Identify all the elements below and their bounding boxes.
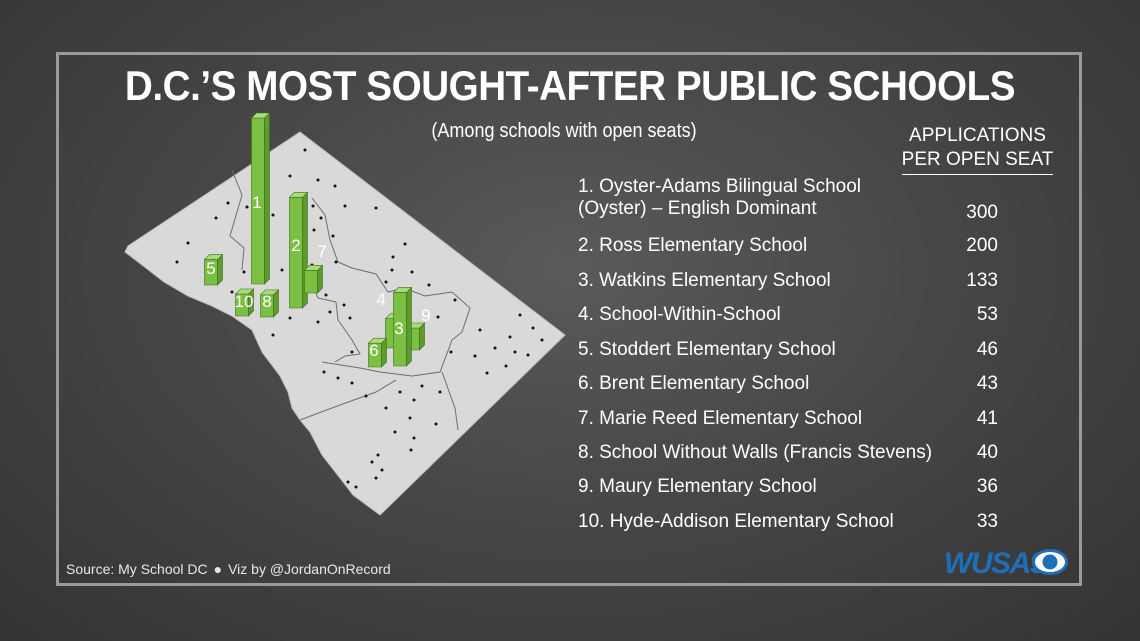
viz-credit-text: Viz by @JordanOnRecord (228, 561, 391, 577)
bar-label-1: 1 (252, 193, 261, 212)
column-header-line2: PER OPEN SEAT (901, 148, 1054, 175)
ranking-row-10: 10. Hyde-Addison Elementary School 33 (578, 511, 1058, 533)
school-name: 9. Maury Elementary School (578, 476, 817, 497)
bar-label-10: 10 (235, 292, 254, 311)
applications-value: 36 (976, 476, 998, 497)
applications-value: 33 (976, 511, 998, 532)
page-title: D.C.’S MOST SOUGHT-AFTER PUBLIC SCHOOLS (124, 62, 1016, 109)
ranking-row-1: 1. Oyster-Adams Bilingual School (Oyster… (578, 176, 1058, 223)
ranking-row-4: 4. School-Within-School 53 (578, 304, 1058, 326)
bar-label-7: 7 (317, 242, 326, 261)
applications-value: 200 (966, 235, 998, 256)
bar-label-9: 9 (421, 306, 430, 325)
bar-label-5: 5 (206, 259, 215, 278)
ranking-row-2: 2. Ross Elementary School 200 (578, 235, 1058, 257)
school-bars: 1 2 34 5 6 7 8 9 10 (203, 112, 431, 368)
bar-label-4: 4 (376, 290, 385, 309)
school-bar-7 (303, 264, 324, 294)
bar-label-6: 6 (369, 341, 378, 360)
applications-value: 46 (976, 339, 998, 360)
dc-outline (124, 131, 566, 516)
school-dots (175, 148, 544, 489)
applications-value: 300 (966, 202, 998, 223)
school-bar-6 (367, 337, 388, 368)
school-name: 5. Stoddert Elementary School (578, 339, 836, 360)
school-name-line2: (Oyster) – English Dominant (578, 198, 817, 219)
cbs-eye-icon (1032, 549, 1068, 575)
ranking-row-9: 9. Maury Elementary School 36 (578, 476, 1058, 498)
applications-column-header: APPLICATIONS PER OPEN SEAT (895, 124, 1060, 175)
applications-value: 53 (976, 304, 998, 325)
school-bar-8 (259, 289, 280, 318)
school-bar-3 (392, 286, 413, 367)
column-header-line1: APPLICATIONS (909, 125, 1046, 146)
school-name: 8. School Without Walls (Francis Stevens… (578, 442, 933, 463)
school-name: 4. School-Within-School (578, 304, 781, 325)
school-bar-5 (203, 253, 224, 286)
ranking-row-7: 7. Marie Reed Elementary School 41 (578, 408, 1058, 430)
applications-value: 133 (966, 270, 998, 291)
svg-text:WUSA9: WUSA9 (944, 547, 1047, 580)
bar-label-2: 2 (291, 236, 300, 255)
school-name: 7. Marie Reed Elementary School (578, 408, 863, 429)
ranking-row-5: 5. Stoddert Elementary School 46 (578, 339, 1058, 361)
page-subtitle: (Among schools with open seats) (431, 120, 697, 142)
wusa9-logo: WUSA9 (944, 547, 1068, 580)
school-name: 2. Ross Elementary School (578, 235, 808, 256)
source-credit: Source: My School DC ● Viz by @JordanOnRec… (66, 561, 391, 577)
applications-value: 41 (976, 408, 998, 429)
bar-label-3: 3 (394, 319, 403, 338)
school-name: 10. Hyde-Addison Elementary School (578, 511, 894, 532)
ranking-row-8: 8. School Without Walls (Francis Stevens… (578, 442, 1058, 464)
ranking-row-6: 6. Brent Elementary School 43 (578, 373, 1058, 395)
school-bar-10 (234, 288, 255, 317)
applications-value: 43 (976, 373, 998, 394)
school-bar-2 (288, 191, 309, 309)
source-text: Source: My School DC (66, 561, 208, 577)
ranking-row-3: 3. Watkins Elementary School 133 (578, 270, 1058, 292)
school-bar-1 (250, 112, 271, 285)
applications-value: 40 (976, 442, 998, 463)
school-name: 6. Brent Elementary School (578, 373, 810, 394)
graphic-frame (56, 52, 1082, 586)
school-name: 1. Oyster-Adams Bilingual School (578, 176, 862, 197)
school-name: 3. Watkins Elementary School (578, 270, 831, 291)
bullet-separator: ● (213, 561, 223, 577)
bar-label-8: 8 (262, 292, 271, 311)
